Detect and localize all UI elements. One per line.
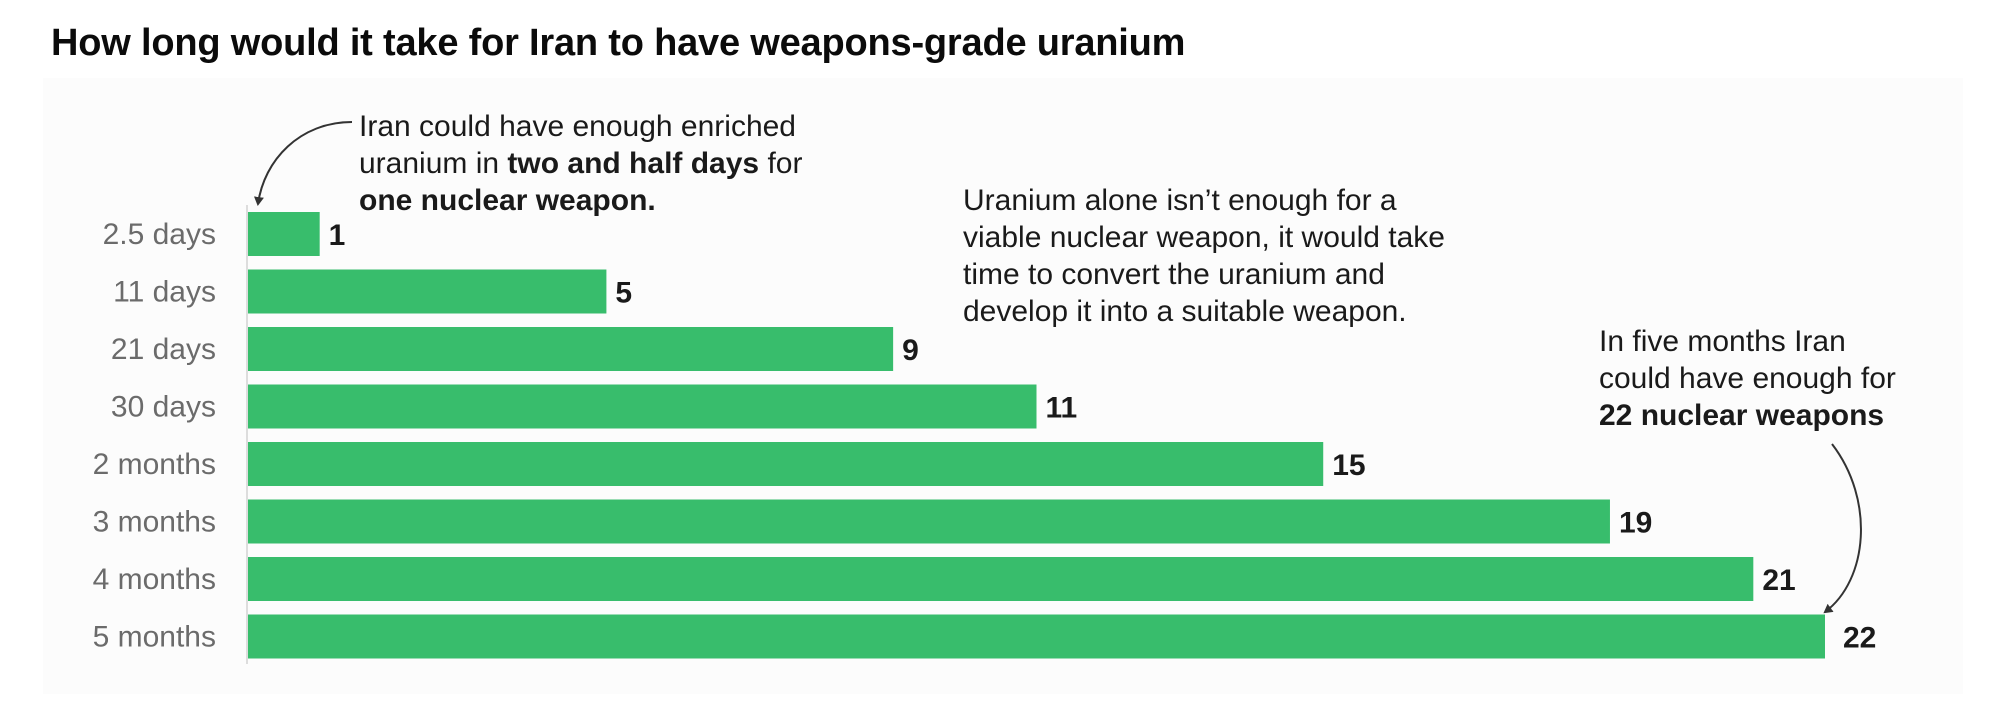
value-label: 21: [1762, 564, 1795, 597]
annotation-text: uranium in: [359, 147, 508, 180]
annotation-uranium-alone: Uranium alone isn’t enough for a viable …: [963, 182, 1445, 330]
bar: [248, 327, 894, 371]
annotation-line: Iran could have enough enriched: [359, 110, 796, 143]
category-label: 2.5 days: [103, 218, 216, 251]
bar: [248, 442, 1324, 486]
category-label: 2 months: [93, 448, 216, 481]
annotation-two-and-half-days: Iran could have enough enriched uranium …: [359, 108, 802, 219]
category-label: 3 months: [93, 506, 216, 539]
chart-title: How long would it take for Iran to have …: [51, 22, 1186, 64]
annotation-bold-text: 22 nuclear weapons: [1599, 399, 1885, 432]
bar: [248, 557, 1754, 601]
category-label: 30 days: [111, 391, 216, 424]
bar: [248, 269, 607, 314]
bar: [248, 614, 1825, 659]
annotation-line: In five months Iran: [1599, 325, 1846, 358]
annotation-line: Uranium alone isn’t enough for a: [963, 184, 1397, 217]
annotation-line: 22 nuclear weapons: [1599, 397, 1896, 434]
annotation-line: could have enough for: [1599, 362, 1896, 395]
value-label: 11: [1046, 392, 1078, 425]
value-label: 9: [902, 334, 919, 367]
annotation-line: one nuclear weapon.: [359, 182, 802, 219]
bar: [248, 499, 1610, 544]
annotation-line: time to convert the uranium and: [963, 258, 1385, 291]
annotation-text: for: [759, 147, 803, 180]
annotation-bold-text: two and half days: [507, 147, 760, 180]
value-label: 22: [1843, 622, 1876, 655]
value-label: 19: [1619, 507, 1652, 540]
bar: [248, 384, 1037, 429]
annotation-line: viable nuclear weapon, it would take: [963, 221, 1445, 254]
bar: [248, 212, 320, 256]
annotation-arrow-last: [1823, 443, 1862, 614]
category-label: 21 days: [111, 333, 216, 366]
annotation-arrow-first: [253, 121, 353, 206]
value-label: 15: [1332, 449, 1365, 482]
category-label: 5 months: [93, 621, 216, 654]
value-label: 1: [329, 219, 346, 252]
category-label: 11 days: [113, 276, 216, 309]
annotation-line: develop it into a suitable weapon.: [963, 295, 1407, 328]
category-label: 4 months: [93, 563, 216, 596]
value-label: 5: [615, 277, 632, 310]
annotation-line: uranium in two and half days for: [359, 145, 802, 182]
bars-layer: 2.5 days 1 11 days 5 21 days 9 30 days 11 2 mont…: [93, 212, 1876, 659]
annotation-bold-text: one nuclear weapon.: [359, 184, 656, 217]
annotation-five-months: In five months Iran could have enough fo…: [1599, 323, 1896, 434]
